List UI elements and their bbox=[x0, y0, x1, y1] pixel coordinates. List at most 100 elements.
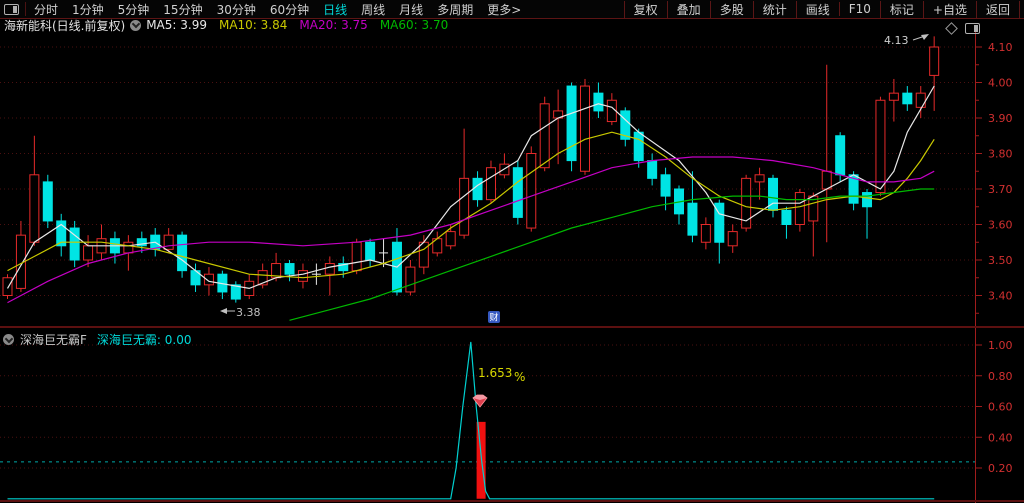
tab-日线[interactable]: 日线 bbox=[323, 2, 348, 17]
candle-body bbox=[888, 92, 899, 101]
axis-label: 3.50 bbox=[988, 254, 1013, 267]
signal-value-label: 1.653 bbox=[478, 366, 512, 380]
high-arrow-head bbox=[921, 34, 929, 40]
button-标记[interactable]: 标记 bbox=[879, 0, 923, 18]
ma-label: MA20: 3.75 bbox=[299, 18, 368, 32]
candle-body bbox=[754, 174, 765, 183]
panel-layout-icon[interactable] bbox=[965, 23, 980, 34]
tab-60分钟[interactable]: 60分钟 bbox=[269, 2, 310, 17]
candle-body bbox=[351, 241, 362, 272]
chevron-down-icon[interactable] bbox=[3, 334, 14, 345]
high-price-label: 4.13 bbox=[884, 34, 909, 47]
indicator-header: 深海巨无霸F 深海巨无霸: 0.00 bbox=[3, 331, 191, 348]
axis-label: 1.00 bbox=[988, 339, 1013, 352]
candle-body bbox=[579, 85, 590, 172]
low-price-label: 3.38 bbox=[236, 306, 261, 319]
button-复权[interactable]: 复权 bbox=[623, 0, 667, 18]
candle-body bbox=[42, 181, 53, 222]
candle-body bbox=[915, 92, 926, 108]
button-统计[interactable]: 统计 bbox=[752, 0, 796, 18]
top-toolbar: 分时 1分钟 5分钟 15分钟 30分钟 60分钟 日线 周线 月线 多周期 更多> 复权 叠加 多股统… bbox=[0, 0, 1024, 19]
candle-body bbox=[405, 266, 416, 293]
candle-body bbox=[526, 153, 537, 229]
panel-divider[interactable] bbox=[0, 326, 1024, 328]
candle-body bbox=[660, 174, 671, 197]
candle-body bbox=[472, 177, 483, 201]
button-画线[interactable]: 画线 bbox=[795, 0, 839, 18]
candle-body bbox=[620, 110, 631, 140]
candle-body bbox=[418, 241, 429, 268]
main-candlestick-chart[interactable]: 4.10 4.00 3.90 3.80 3.70 3.60 3.50 3.40 4.13 3.38… bbox=[0, 30, 1024, 328]
candle-body bbox=[835, 135, 846, 176]
button-+自选[interactable]: +自选 bbox=[922, 0, 976, 18]
candle-body bbox=[123, 241, 134, 254]
axis-label: 0.60 bbox=[988, 401, 1013, 414]
ma-label: MA5: 3.99 bbox=[146, 18, 207, 32]
ma-values: MA5: 3.99 MA10: 3.84 MA20: 3.75 MA60: 3.70 bbox=[146, 18, 460, 32]
candle-body bbox=[257, 270, 268, 286]
tab-更多>[interactable]: 更多> bbox=[487, 2, 522, 17]
gem-facet bbox=[473, 395, 487, 400]
candle-body bbox=[338, 263, 349, 272]
ma-line-MA5 bbox=[6, 85, 935, 290]
tab-15分钟[interactable]: 15分钟 bbox=[163, 2, 203, 17]
candle-body bbox=[459, 177, 470, 236]
tab-月线[interactable]: 月线 bbox=[399, 2, 424, 17]
candle-body bbox=[56, 220, 67, 247]
candle-body bbox=[83, 245, 94, 261]
percent-label: % bbox=[514, 370, 525, 384]
candle-body bbox=[163, 234, 174, 250]
button-F10[interactable]: F10 bbox=[838, 2, 880, 16]
candle-body bbox=[136, 238, 147, 247]
candle-body bbox=[875, 99, 886, 194]
sub-chart-canvas: 1.00 0.80 0.60 0.40 0.20 1.653% bbox=[0, 328, 1013, 503]
axis-label: 3.40 bbox=[988, 290, 1013, 303]
ma-line-MA60 bbox=[289, 188, 935, 321]
ma-label: MA60: 3.70 bbox=[379, 18, 449, 32]
candle-body bbox=[633, 131, 644, 162]
candle-body bbox=[297, 270, 308, 282]
candle-body bbox=[714, 202, 725, 243]
candle-body bbox=[539, 103, 550, 169]
tab-多周期[interactable]: 多周期 bbox=[437, 2, 474, 17]
tab-1分钟[interactable]: 1分钟 bbox=[72, 2, 104, 17]
tab-30分钟[interactable]: 30分钟 bbox=[216, 2, 256, 17]
candle-body bbox=[230, 284, 241, 300]
candle-body bbox=[794, 192, 805, 226]
button-多股[interactable]: 多股 bbox=[709, 0, 753, 18]
bottom-border bbox=[0, 500, 1024, 502]
finance-badge-text: 财 bbox=[489, 312, 498, 324]
candle-body bbox=[203, 273, 214, 286]
indicator-name[interactable]: 深海巨无霸F bbox=[20, 333, 87, 347]
candle-body bbox=[365, 241, 376, 261]
gem-icon bbox=[472, 394, 488, 408]
indicator-sub-chart[interactable]: 1.00 0.80 0.60 0.40 0.20 1.653% bbox=[0, 328, 1024, 503]
candle-body bbox=[647, 160, 658, 179]
axis-label: 3.90 bbox=[988, 112, 1013, 125]
chevron-down-icon[interactable] bbox=[130, 19, 142, 31]
button-叠加[interactable]: 叠加 bbox=[666, 0, 710, 18]
toolbar-divider bbox=[25, 2, 26, 16]
low-arrow-head bbox=[220, 308, 227, 314]
candle-body bbox=[485, 167, 496, 201]
candle-body bbox=[781, 209, 792, 226]
tab-5分钟[interactable]: 5分钟 bbox=[117, 2, 150, 17]
axis-label: 3.60 bbox=[988, 219, 1013, 232]
candle-body bbox=[445, 231, 456, 247]
candle-body bbox=[593, 92, 604, 112]
diamond-icon[interactable] bbox=[945, 22, 958, 35]
stock-title[interactable]: 海新能科(日线.前复权) bbox=[4, 18, 126, 33]
indicator-value: 深海巨无霸: 0.00 bbox=[96, 333, 192, 347]
candle-body bbox=[512, 167, 523, 218]
tab-分时[interactable]: 分时 bbox=[34, 2, 59, 17]
candle-body bbox=[177, 234, 188, 272]
info-bar: 海新能科(日线.前复权) MA5: 3.99 MA10: 3.84 MA20: 3.… bbox=[0, 18, 1024, 33]
candle-body bbox=[902, 92, 913, 105]
button-返回[interactable]: 返回 bbox=[975, 0, 1020, 18]
tab-周线[interactable]: 周线 bbox=[361, 2, 386, 17]
axis-label: 3.70 bbox=[988, 183, 1013, 196]
finance-badge bbox=[488, 311, 500, 323]
window-panel-icon[interactable] bbox=[4, 3, 19, 15]
axis-label: 0.80 bbox=[988, 370, 1013, 383]
